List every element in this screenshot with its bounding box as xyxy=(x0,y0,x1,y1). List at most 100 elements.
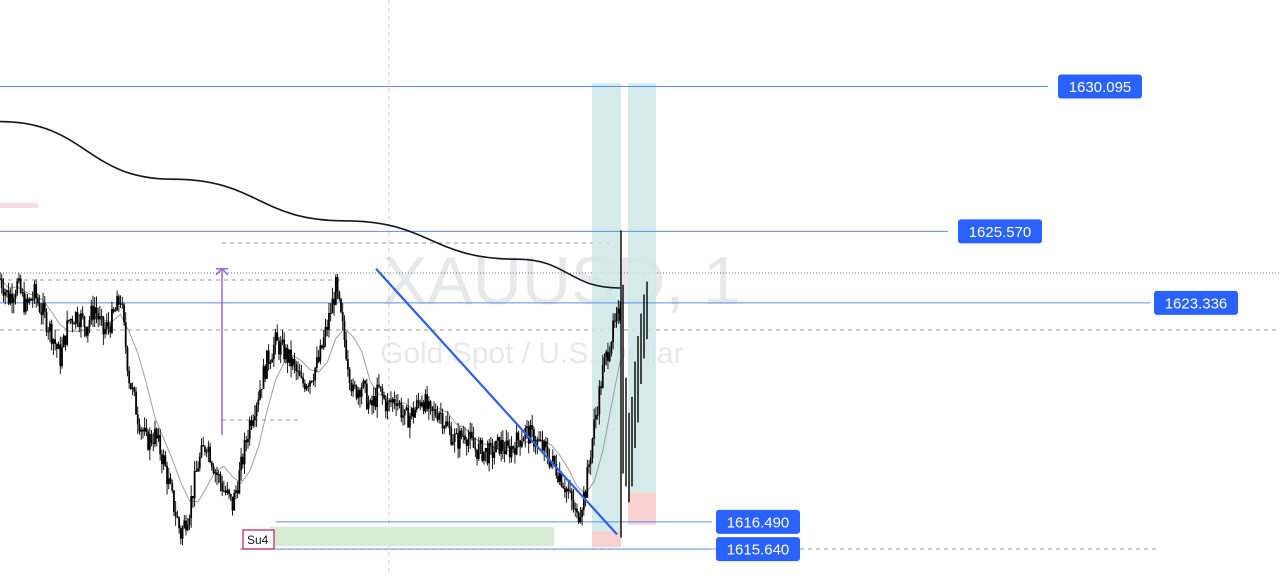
candle-body xyxy=(469,431,472,439)
candle-body xyxy=(481,440,484,461)
candle-body xyxy=(86,326,89,336)
candle-body xyxy=(190,496,193,519)
candle-body xyxy=(61,347,63,367)
candle-body xyxy=(371,400,373,406)
candle-body xyxy=(214,472,217,474)
candle-body xyxy=(436,415,439,420)
candle-body xyxy=(145,427,148,432)
candle-body xyxy=(197,468,199,472)
candle-body xyxy=(179,528,182,539)
candle-body xyxy=(247,438,249,443)
candle-body xyxy=(276,332,279,341)
candle-body xyxy=(243,440,246,465)
candle-body xyxy=(278,340,280,355)
candle-body xyxy=(73,323,75,325)
candle-body xyxy=(522,438,525,442)
candle-body xyxy=(500,440,503,454)
candle-body xyxy=(531,425,534,430)
candle-body xyxy=(555,463,558,476)
candle-body xyxy=(74,312,77,325)
candle-body xyxy=(551,456,554,462)
candle-body xyxy=(49,323,51,332)
candle-body xyxy=(346,359,349,370)
candle-body xyxy=(295,364,298,372)
candle-body xyxy=(40,311,43,315)
level-1625-tag xyxy=(958,219,1042,244)
candle-body xyxy=(229,494,232,497)
candle-body xyxy=(488,443,491,464)
candle-body xyxy=(517,432,520,441)
candle-body xyxy=(98,316,101,320)
candle-body xyxy=(527,426,530,444)
candle-body xyxy=(565,488,568,493)
candle-body xyxy=(7,290,10,304)
candle-body xyxy=(582,491,585,510)
session-label-box[interactable] xyxy=(242,529,275,550)
candle-body xyxy=(472,437,475,448)
candle-body xyxy=(601,365,604,388)
candle-body xyxy=(181,527,184,539)
candle-body xyxy=(133,387,136,392)
candle-body xyxy=(438,412,441,420)
candle-body xyxy=(448,425,451,429)
candle-body xyxy=(315,357,318,368)
candle-body xyxy=(505,440,508,454)
candle-body xyxy=(140,429,143,432)
candle-body xyxy=(271,359,274,363)
candle-body xyxy=(379,386,382,388)
candle-body xyxy=(434,409,437,416)
candle-body xyxy=(169,478,172,484)
candle-body xyxy=(310,381,313,383)
level-1615-64-tag xyxy=(716,537,800,562)
candle-body xyxy=(204,446,206,452)
candle-body xyxy=(393,399,396,404)
candle-body xyxy=(102,316,105,335)
candle-body xyxy=(195,470,198,472)
candle-body xyxy=(26,298,29,303)
candle-body xyxy=(47,331,50,333)
candle-body xyxy=(36,298,39,304)
candle-body xyxy=(376,384,379,408)
candle-body xyxy=(186,525,189,531)
candle-body xyxy=(383,395,385,399)
candle-body xyxy=(414,409,416,418)
candle-body xyxy=(439,412,442,414)
candle-body xyxy=(603,357,606,366)
candle-body xyxy=(300,375,303,378)
candle-body xyxy=(290,349,292,367)
candle-body xyxy=(338,291,341,300)
candle-body xyxy=(398,403,401,405)
candle-body xyxy=(508,445,511,458)
session-label: Su4 xyxy=(247,533,269,547)
candle-body xyxy=(333,298,336,305)
level-1616-49-tag-label: 1616.490 xyxy=(727,514,790,531)
price-tags: 1630.095 1625.570 1623.336 1616.490 1615.640 xyxy=(716,74,1238,562)
candle-body xyxy=(240,456,243,471)
candle-body xyxy=(154,428,156,445)
candle-body xyxy=(610,342,613,354)
candle-body xyxy=(283,339,286,360)
candle-body xyxy=(345,339,348,360)
candle-body xyxy=(326,326,329,330)
candle-body xyxy=(231,496,234,511)
candle-body xyxy=(138,424,141,432)
moving-average-long xyxy=(0,120,621,289)
candle-body xyxy=(35,284,38,299)
candle-body xyxy=(372,396,375,406)
candle-body xyxy=(5,290,8,292)
candle-body xyxy=(255,405,258,417)
candle-body xyxy=(514,448,516,455)
candle-body xyxy=(302,377,305,384)
candle-body xyxy=(557,475,559,482)
candle-body xyxy=(617,308,620,314)
candle-body xyxy=(150,434,153,443)
candle-body xyxy=(365,383,368,410)
candle-body xyxy=(402,415,404,418)
candle-body xyxy=(80,313,82,328)
drawings[interactable] xyxy=(215,267,618,536)
candle-body xyxy=(226,489,229,493)
candle-body xyxy=(245,440,248,443)
candle-body xyxy=(297,370,299,372)
